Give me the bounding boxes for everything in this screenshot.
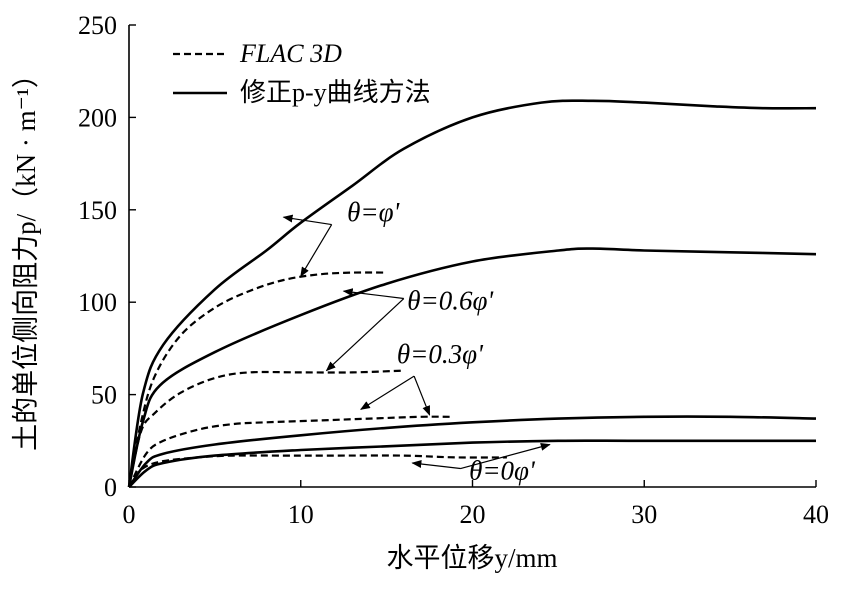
modified-py-curve-4 <box>127 415 817 488</box>
x-axis-title: 水平位移y/mm <box>386 543 557 573</box>
y-tick-label: 200 <box>78 103 117 132</box>
x-tick-label: 40 <box>803 500 829 529</box>
plot-area: 0 50 100 150 200 250 0 10 20 30 40 θ=φ' θ=0.6φ' θ=0… <box>78 11 829 529</box>
annotation-label: θ=0.6φ' <box>407 286 494 316</box>
annotation-arrow <box>300 224 333 278</box>
legend-label-flac: FLAC 3D <box>239 39 342 68</box>
annotation-arrow <box>342 288 404 300</box>
x-axis-ticks: 0 10 20 30 40 <box>123 480 829 529</box>
annotation-arrow <box>460 442 551 470</box>
annotation-label: θ=0φ' <box>469 456 536 486</box>
x-tick-label: 30 <box>631 500 657 529</box>
flac-curve-1 <box>127 271 387 488</box>
modified-py-curve-0 <box>127 99 817 488</box>
annotation-label: θ=φ' <box>347 197 400 227</box>
y-tick-label: 100 <box>78 288 117 317</box>
modified-py-curve-6 <box>128 439 816 488</box>
annotation-arrow <box>282 214 332 226</box>
legend-label-modified: 修正p-y曲线方法 <box>240 78 431 107</box>
annotation-arrow <box>413 375 431 416</box>
x-tick-label: 10 <box>288 500 314 529</box>
annotation-label: θ=0.3φ' <box>397 339 484 369</box>
y-axis-title: 土的单位侧向阻力p/（kN · m⁻¹） <box>11 61 41 451</box>
y-tick-label: 250 <box>78 11 117 40</box>
y-tick-label: 150 <box>78 196 117 225</box>
annotation-arrow <box>325 298 405 372</box>
flac-curve-7 <box>128 454 507 488</box>
annotation-arrow <box>411 460 461 470</box>
x-tick-label: 0 <box>123 500 136 529</box>
legend: FLAC 3D 修正p-y曲线方法 <box>173 39 431 107</box>
annotations: θ=φ' θ=0.6φ' θ=0.3φ' θ=0φ' <box>282 197 551 486</box>
curves <box>127 99 817 488</box>
y-tick-label: 0 <box>104 473 117 502</box>
annotation-arrow <box>360 375 415 410</box>
y-axis-ticks: 0 50 100 150 200 250 <box>78 11 136 502</box>
x-tick-label: 20 <box>460 500 486 529</box>
y-tick-label: 50 <box>91 381 117 410</box>
modified-py-curve-2 <box>127 247 817 488</box>
flac-curve-5 <box>128 415 452 488</box>
